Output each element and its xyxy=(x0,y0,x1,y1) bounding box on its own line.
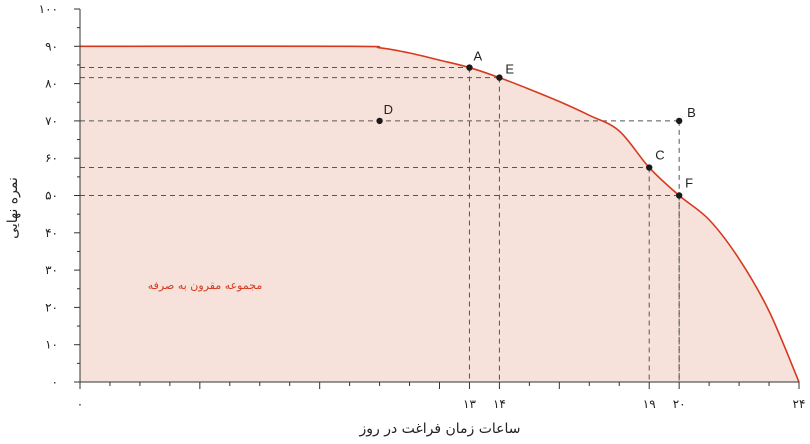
y-tick-label: ۲۰ xyxy=(45,300,58,314)
feasible-region-fill xyxy=(80,46,799,382)
y-tick-label: ۴۰ xyxy=(45,226,58,240)
y-tick-label: ۸۰ xyxy=(45,77,58,91)
y-tick-label: ۹۰ xyxy=(45,39,58,53)
x-tick-label: ۱۴ xyxy=(493,397,506,411)
point-c xyxy=(646,164,653,171)
y-tick-label: ۳۰ xyxy=(45,263,58,277)
data-points: A E D B C F xyxy=(376,49,696,199)
point-label-e: E xyxy=(505,62,514,77)
point-d xyxy=(376,117,383,125)
region-label: مجموعه مقرون به صرفه xyxy=(148,279,263,292)
x-tick-label: ۲۴ xyxy=(793,397,806,411)
point-a xyxy=(466,64,473,71)
point-label-b: B xyxy=(687,105,696,120)
point-e xyxy=(496,74,503,81)
x-axis-ticks: ۰ ۱۳ ۱۴ ۱۹ ۲۰ ۲۴ xyxy=(77,382,806,411)
y-axis-ticks: ۰ ۱۰ ۲۰ ۳۰ ۴۰ ۵۰ ۶۰ ۷۰ ۸۰ ۹۰ ۱۰۰ xyxy=(39,2,80,389)
x-axis-title: ساعات زمان فراغت در روز xyxy=(358,421,520,437)
frontier-curve xyxy=(79,45,800,383)
x-tick-label: ۱۹ xyxy=(643,397,656,411)
y-axis-title: نمره نهایی xyxy=(5,177,21,239)
y-tick-label: ۰ xyxy=(52,375,58,389)
y-tick-label: ۵۰ xyxy=(45,189,58,203)
point-b xyxy=(675,117,683,125)
y-tick-label: ۷۰ xyxy=(45,114,58,128)
y-tick-label: ۱۰ xyxy=(45,338,58,352)
x-tick-label: ۱۳ xyxy=(463,397,476,411)
x-tick-label: ۰ xyxy=(77,397,83,411)
point-f xyxy=(675,192,683,199)
y-tick-label: ۶۰ xyxy=(45,151,58,165)
point-label-a: A xyxy=(473,49,482,64)
y-tick-label: ۱۰۰ xyxy=(39,2,58,16)
point-label-f: F xyxy=(685,176,693,191)
point-label-d: D xyxy=(384,102,393,117)
x-tick-label: ۲۰ xyxy=(673,397,686,411)
point-label-c: C xyxy=(655,148,664,163)
